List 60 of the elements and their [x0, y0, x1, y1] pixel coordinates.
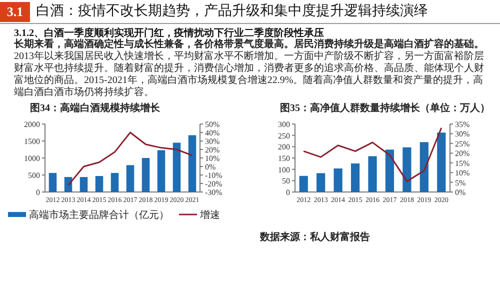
y2-tick-label: 40%	[205, 128, 220, 138]
y-tick-label: 300	[278, 120, 290, 129]
source-note: 数据来源：私人财富报告	[259, 231, 370, 243]
chart-title: 图35：高净值人群数量持续增长（单位：万人）	[280, 102, 490, 114]
bar	[437, 132, 446, 192]
bar	[142, 158, 150, 192]
y-tick-label: 0	[36, 188, 40, 197]
bar	[172, 142, 181, 192]
bar	[64, 177, 72, 192]
y2-tick-label: 20%	[205, 146, 220, 154]
legend-label: 增速	[199, 209, 220, 221]
y2-tick-label: 35%	[455, 120, 470, 129]
chart-title: 图34：高端白酒规模持续增长	[30, 102, 161, 114]
y2-tick-label: 10%	[205, 154, 220, 163]
y-tick-label: 0	[286, 188, 290, 197]
y2-tick-label: -10%	[205, 171, 223, 180]
text: 长期来看，高端酒确定性与成长性兼备，各价格带景气度最高。居民消费持续升级是高端白酒扩容的基础。	[14, 39, 484, 50]
y2-tick-label: 25%	[455, 139, 470, 148]
y-tick-label: 1500	[24, 137, 40, 146]
y2-tick-label: -20%	[205, 180, 223, 188]
bar	[334, 168, 342, 192]
y2-tick-label: 0%	[455, 188, 466, 197]
legend-label: 高端市场主要品牌合计（亿元）	[29, 209, 169, 221]
bar	[188, 135, 196, 192]
bar	[80, 177, 88, 192]
text: 3.1.2、白酒一季度顺利实现开门红，疫情扰动下行业二季度阶段性承压	[14, 26, 324, 39]
y2-tick-label: 15%	[455, 158, 470, 168]
line-series	[68, 132, 193, 186]
y2-tick-label: 5%	[455, 178, 466, 188]
y-tick-label: 200	[278, 142, 290, 152]
y2-tick-label: 0%	[205, 162, 216, 172]
text: 白酒：疫情不改长期趋势，产品升级和集中度提升逻辑持续演绎	[36, 2, 428, 21]
bar	[350, 163, 360, 192]
y-tick-label: 1000	[24, 154, 40, 163]
bar	[110, 172, 119, 192]
bar	[299, 176, 308, 192]
bar	[420, 142, 428, 192]
bar	[157, 150, 166, 192]
bar	[385, 150, 394, 192]
y2-tick-label: 50%	[205, 120, 220, 129]
bar	[316, 173, 326, 192]
y2-tick-label: 10%	[455, 168, 470, 178]
bar	[48, 172, 57, 192]
bar	[402, 147, 412, 192]
y-tick-label: 500	[28, 171, 40, 180]
y2-tick-label: 20%	[455, 149, 470, 158]
bar	[126, 165, 134, 192]
text: 3.1	[0, 2, 30, 22]
line-series	[302, 127, 442, 182]
text: 2013年以来我国居民收入快速增长，平均财富水平不断增加。一方面中产阶级不断扩容，另一方面富裕阶层财富水平也持续提升。随着财富的提升，消费信心增加，消费者更多的追求高价格、高品质、能体现个人财富地位的商品。2015-2021年，高端白酒市场规模复合增速22.9%。随着高净值人群数量和资产量的提升，高端白酒白酒市场仍将持续扩容。	[14, 51, 484, 98]
y-tick-label: 150	[278, 154, 290, 163]
y2-tick-label: 30%	[205, 137, 220, 146]
y2-tick-label: -30%	[205, 188, 223, 197]
bar	[368, 156, 377, 192]
y-tick-label: 250	[278, 131, 290, 140]
y-tick-label: 2000	[24, 120, 40, 129]
y-tick-label: 50	[282, 176, 290, 186]
y-tick-label: 100	[278, 165, 290, 174]
y2-tick-label: 30%	[455, 130, 470, 139]
bar	[95, 176, 104, 192]
